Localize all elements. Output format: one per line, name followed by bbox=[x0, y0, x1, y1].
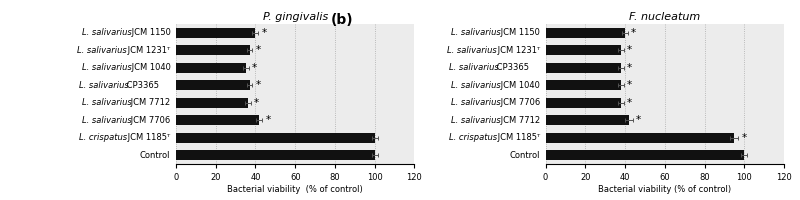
Text: JCM 1150: JCM 1150 bbox=[129, 28, 170, 37]
Text: L. crispatus: L. crispatus bbox=[449, 133, 497, 142]
Text: JCM 1185ᵀ: JCM 1185ᵀ bbox=[494, 133, 540, 142]
Bar bbox=[176, 98, 247, 108]
Bar bbox=[176, 133, 374, 143]
Bar bbox=[176, 45, 250, 55]
Text: *: * bbox=[254, 98, 258, 108]
Bar bbox=[546, 150, 744, 160]
Text: *: * bbox=[742, 133, 746, 143]
Bar bbox=[176, 28, 255, 38]
Text: JCM 7706: JCM 7706 bbox=[498, 98, 540, 107]
Text: JCM 7712: JCM 7712 bbox=[498, 116, 540, 125]
Bar bbox=[546, 98, 621, 108]
Text: (b): (b) bbox=[331, 13, 354, 27]
Text: L. salivarius: L. salivarius bbox=[82, 98, 131, 107]
X-axis label: Bacterial viability  (% of control): Bacterial viability (% of control) bbox=[227, 185, 363, 194]
Text: L. salivarius: L. salivarius bbox=[82, 63, 131, 72]
Bar bbox=[546, 115, 629, 125]
Text: CP3365: CP3365 bbox=[124, 81, 159, 90]
Bar bbox=[546, 45, 621, 55]
Text: L. salivarius: L. salivarius bbox=[451, 98, 501, 107]
Bar bbox=[546, 63, 621, 73]
Text: L. salivarius: L. salivarius bbox=[451, 81, 501, 90]
Text: *: * bbox=[627, 80, 632, 90]
Title: P. gingivalis: P. gingivalis bbox=[262, 12, 328, 22]
Bar bbox=[546, 80, 621, 90]
Text: *: * bbox=[627, 45, 632, 55]
Bar bbox=[546, 28, 625, 38]
Bar bbox=[176, 63, 246, 73]
Text: *: * bbox=[636, 115, 641, 125]
Text: L. salivarius: L. salivarius bbox=[451, 116, 501, 125]
Text: *: * bbox=[255, 45, 261, 55]
Text: JCM 1040: JCM 1040 bbox=[498, 81, 540, 90]
Bar bbox=[176, 150, 374, 160]
Text: L. salivarius: L. salivarius bbox=[447, 46, 497, 55]
Text: L. salivarius: L. salivarius bbox=[79, 81, 129, 90]
Text: L. salivarius: L. salivarius bbox=[449, 63, 498, 72]
Text: *: * bbox=[251, 63, 257, 73]
Text: *: * bbox=[627, 98, 632, 108]
Text: L. crispatus: L. crispatus bbox=[79, 133, 127, 142]
Text: L. salivarius: L. salivarius bbox=[78, 46, 127, 55]
Text: *: * bbox=[262, 28, 266, 38]
Text: JCM 1185ᵀ: JCM 1185ᵀ bbox=[125, 133, 170, 142]
Text: L. salivarius: L. salivarius bbox=[451, 28, 501, 37]
Text: CP3365: CP3365 bbox=[494, 63, 529, 72]
Text: JCM 1040: JCM 1040 bbox=[129, 63, 170, 72]
X-axis label: Bacterial viability (% of control): Bacterial viability (% of control) bbox=[598, 185, 731, 194]
Text: *: * bbox=[631, 28, 636, 38]
Text: JCM 1231ᵀ: JCM 1231ᵀ bbox=[494, 46, 540, 55]
Bar bbox=[176, 80, 250, 90]
Text: *: * bbox=[255, 80, 261, 90]
Title: F. nucleatum: F. nucleatum bbox=[629, 12, 701, 22]
Text: L. salivarius: L. salivarius bbox=[82, 28, 131, 37]
Text: *: * bbox=[266, 115, 270, 125]
Text: JCM 1150: JCM 1150 bbox=[498, 28, 540, 37]
Text: JCM 7712: JCM 7712 bbox=[128, 98, 170, 107]
Text: Control: Control bbox=[140, 151, 170, 160]
Text: L. salivarius: L. salivarius bbox=[82, 116, 131, 125]
Text: Control: Control bbox=[510, 151, 540, 160]
Text: JCM 7706: JCM 7706 bbox=[128, 116, 170, 125]
Bar bbox=[546, 133, 734, 143]
Text: *: * bbox=[627, 63, 632, 73]
Text: JCM 1231ᵀ: JCM 1231ᵀ bbox=[125, 46, 170, 55]
Bar bbox=[176, 115, 259, 125]
